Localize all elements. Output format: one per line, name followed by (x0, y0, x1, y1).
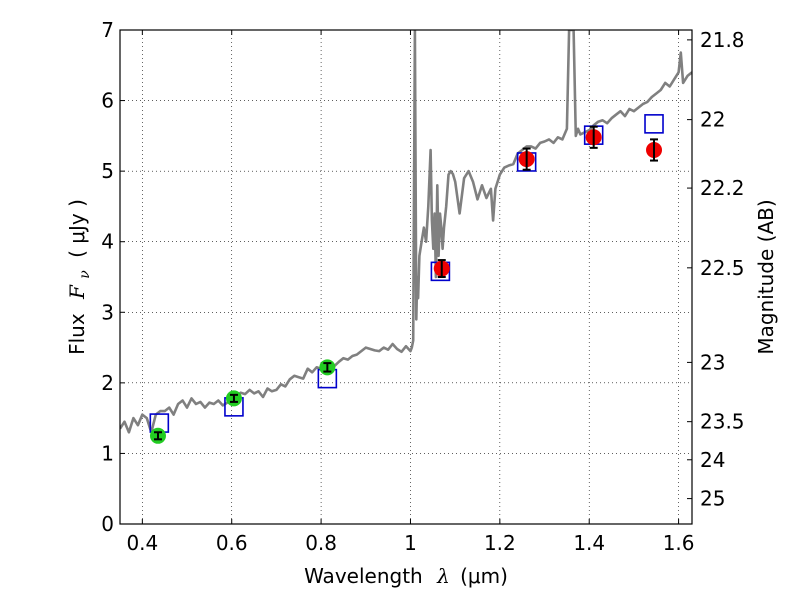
spectrum-layer (120, 30, 692, 434)
mag-tick-label: 23.5 (700, 410, 745, 434)
mag-tick-label: 21.8 (700, 28, 745, 52)
y-tick-label: 1 (101, 441, 114, 465)
mag-tick-label: 22 (700, 108, 725, 132)
x-tick-label: 0.6 (216, 531, 248, 555)
y-tick-label: 2 (101, 371, 114, 395)
mag-tick-label: 23 (700, 350, 725, 374)
y-tick-label: 5 (101, 159, 114, 183)
mag-tick-label: 22.2 (700, 176, 745, 200)
x-axis-label: Wavelength λ (μm) (304, 564, 508, 588)
x-tick-label: 1.4 (573, 531, 605, 555)
mag-tick-label: 24 (700, 448, 725, 472)
y-axis-label: Flux F ν ( μJy ) (65, 199, 94, 355)
y2-axis-label: Magnitude (AB) (754, 199, 778, 354)
model-square-marker (644, 114, 664, 134)
y-tick-label: 3 (101, 300, 114, 324)
spectrum-line (120, 30, 692, 434)
x-tick-label: 0.4 (126, 531, 158, 555)
mag-tick-label: 25 (700, 487, 725, 511)
y-tick-label: 4 (101, 230, 114, 254)
x-tick-label: 1.2 (484, 531, 516, 555)
x-tick-label: 1.6 (663, 531, 695, 555)
x-tick-label: 1 (404, 531, 417, 555)
mag-tick-label: 22.5 (700, 256, 745, 280)
x-tick-label: 0.8 (305, 531, 337, 555)
grid (120, 29, 692, 525)
y-tick-label: 0 (101, 512, 114, 536)
y-tick-label: 7 (101, 18, 114, 42)
markers-layer (149, 114, 664, 444)
plot-frame (119, 29, 693, 525)
y-tick-label: 6 (101, 89, 114, 113)
